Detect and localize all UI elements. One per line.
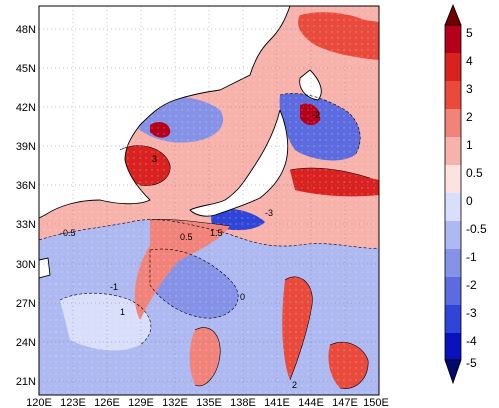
contour-label: 2: [292, 380, 297, 390]
colorbar-segment: [445, 193, 461, 221]
gridlines: [39, 6, 379, 395]
colorbar-label: 3: [466, 82, 473, 96]
colorbar-bottom-triangle: [444, 359, 462, 385]
lon-tick-label: 141E: [264, 397, 290, 408]
colorbar-label: -3: [466, 306, 477, 320]
colorbar-segment: [445, 137, 461, 165]
colorbar-label: -1: [466, 250, 477, 264]
contour-label: -1: [110, 282, 118, 292]
lon-tick-label: 123E: [60, 397, 86, 408]
colorbar-label: 0.5: [466, 166, 483, 180]
colorbar-label: -2: [466, 278, 477, 292]
lat-tick-label: 33N: [16, 219, 36, 231]
colorbar-top-triangle: [444, 3, 462, 26]
lat-tick-label: 36N: [16, 180, 36, 192]
lat-tick-label: 21N: [16, 376, 36, 388]
lon-tick-label: 132E: [162, 397, 188, 408]
contour-label: -0.5: [60, 228, 76, 238]
lon-axis: 120E 123E 126E 129E 132E 135E 138E 141E …: [26, 397, 389, 408]
contour-label: 1: [120, 307, 125, 317]
colorbar-label: 2: [466, 110, 473, 124]
colorbar-label: 4: [466, 54, 473, 68]
colorbar-label: -0.5: [466, 222, 487, 236]
lon-tick-label: 147E: [332, 397, 358, 408]
colorbar-segment: [445, 277, 461, 305]
lat-tick-label: 45N: [16, 63, 36, 75]
lon-tick-label: 150E: [363, 397, 389, 408]
coastlines: [39, 6, 322, 279]
lon-tick-label: 129E: [128, 397, 154, 408]
lat-tick-label: 42N: [16, 102, 36, 114]
lat-tick-label: 48N: [16, 24, 36, 36]
colorbar-segment: [445, 165, 461, 193]
lon-tick-label: 144E: [298, 397, 324, 408]
colorbar: 5 4 3 2 1 0.5 0 -0.5 -1 -2 -3 -4 -5: [444, 3, 487, 385]
contour-label: -2: [312, 110, 320, 120]
colorbar-segment: [445, 333, 461, 360]
colorbar-segment: [445, 81, 461, 109]
colorbar-segment: [445, 53, 461, 81]
lat-axis: 48N 45N 42N 39N 36N 33N 30N 27N 24N 21N: [16, 24, 36, 388]
colorbar-segment: [445, 109, 461, 137]
lon-tick-label: 138E: [230, 397, 256, 408]
lat-tick-label: 24N: [16, 337, 36, 349]
map-frame: [38, 5, 380, 396]
colorbar-segment: [445, 305, 461, 333]
colorbar-label: 5: [466, 26, 473, 40]
colorbar-segment: [445, 25, 461, 53]
contour-label: -3: [265, 208, 273, 218]
lon-tick-label: 120E: [26, 397, 52, 408]
colorbar-label: -5: [466, 356, 477, 370]
colorbar-label: 1: [466, 138, 473, 152]
contour-label: 0: [240, 292, 245, 302]
contour-label: 1.5: [210, 228, 223, 238]
contour-label: 3: [152, 154, 157, 164]
colorbar-label: -4: [466, 334, 477, 348]
contour-label-group: -0.5 -1 0 0.5 1 1.5 2 -2 3 -3: [60, 110, 320, 390]
lat-tick-label: 30N: [16, 259, 36, 271]
contour-label: 0.5: [180, 232, 193, 242]
lat-tick-label: 27N: [16, 298, 36, 310]
lon-tick-label: 135E: [196, 397, 222, 408]
lon-tick-label: 126E: [94, 397, 120, 408]
colorbar-label: 0: [466, 194, 473, 208]
lat-tick-label: 39N: [16, 141, 36, 153]
colorbar-segment: [445, 249, 461, 277]
colorbar-segment: [445, 221, 461, 249]
